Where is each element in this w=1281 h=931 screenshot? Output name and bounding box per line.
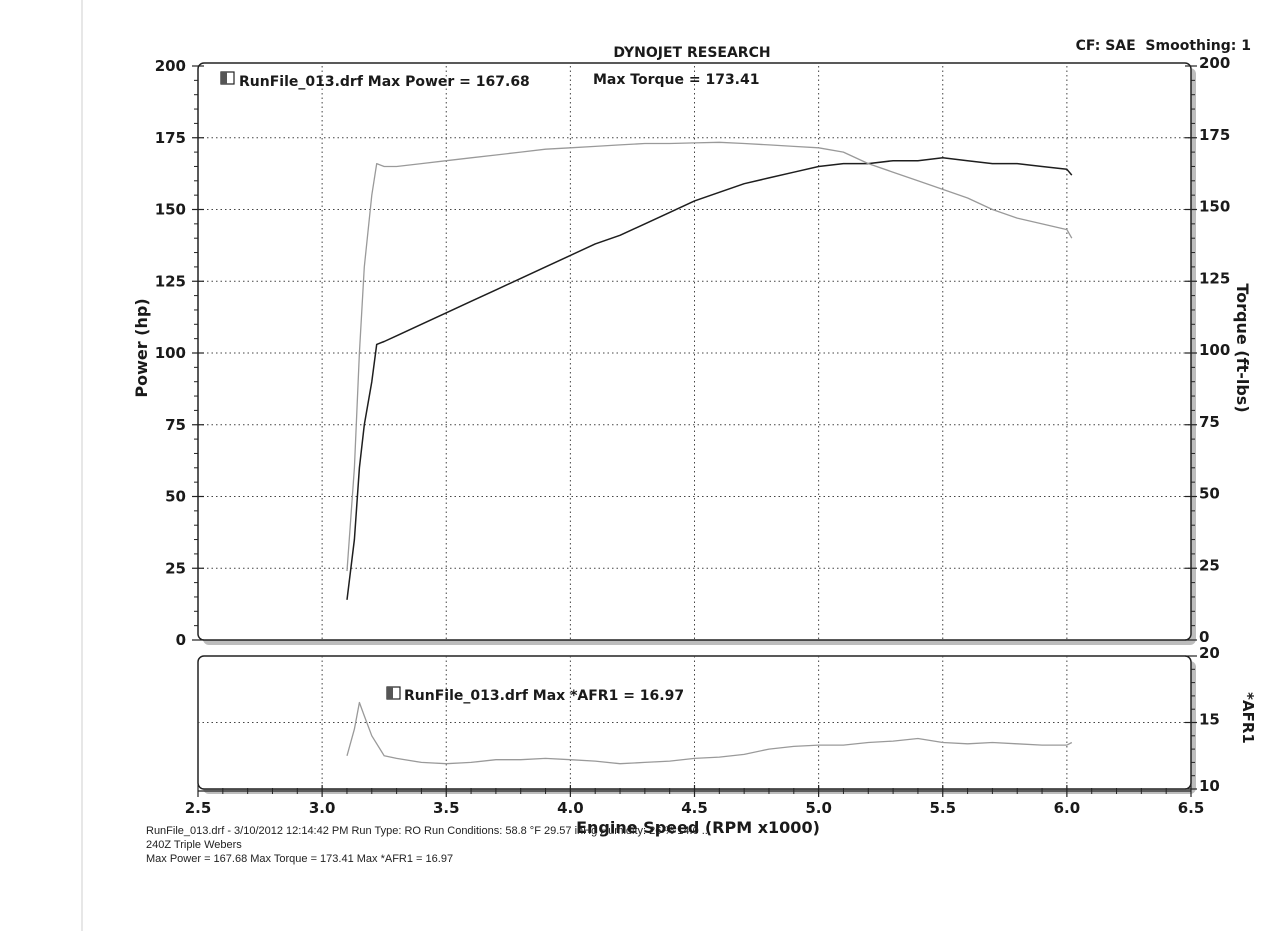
afr-plot: 10 15 20 RunFile_013.drf Max *AFR1 = 16.97…: [197, 644, 1257, 795]
run-info-line2: 240Z Triple Webers: [146, 839, 242, 851]
x-tick-label: 2.5: [185, 799, 212, 817]
y-tick-label-left: 175: [155, 129, 186, 147]
run-info-line3: Max Power = 167.68 Max Torque = 173.41 M…: [146, 853, 454, 865]
afr-axis-label: *AFR1: [1239, 692, 1257, 744]
main-right-ticks: 0 25 50 75 100 125 150 175 200: [1185, 54, 1230, 646]
y-tick-label-right: 50: [1199, 485, 1220, 503]
y-tick-label-left: 50: [165, 488, 186, 506]
afr-right-ticks: 10 15 20: [1185, 644, 1220, 795]
legend-swatch-dark-icon: [221, 72, 227, 84]
main-series: [346, 141, 1073, 600]
y-tick-label-left: 0: [176, 631, 186, 649]
x-axis: 2.5 3.0 3.5 4.0 4.5 5.0 5.5 6.0 6.5 Engine Speed…: [185, 785, 1205, 837]
chart-title: DYNOJET RESEARCH: [613, 45, 770, 61]
y-tick-label-right: 75: [1199, 413, 1220, 431]
y-tick-label-left: 200: [155, 57, 186, 75]
main-left-ticks: 0 25 50 75 100 125 150 175 200: [155, 57, 204, 649]
main-plot-frame: [197, 62, 1192, 641]
afr-tick-label: 10: [1199, 777, 1220, 795]
y-tick-label-left: 25: [165, 559, 186, 577]
legend-main-torque: Max Torque = 173.41: [593, 72, 759, 88]
x-tick-label: 3.0: [309, 799, 336, 817]
legend-main-power: RunFile_013.drf Max Power = 167.68: [239, 74, 530, 90]
y-tick-label-left: 100: [155, 344, 186, 362]
power-series-line: [346, 157, 1073, 600]
y-tick-label-right: 125: [1199, 269, 1230, 287]
afr-tick-label: 20: [1199, 644, 1220, 662]
afr-series: [346, 701, 1073, 765]
y-tick-label-right: 0: [1199, 628, 1209, 646]
x-axis-label: Engine Speed (RPM x1000): [576, 818, 820, 837]
x-axis-ticks: 2.5 3.0 3.5 4.0 4.5 5.0 5.5 6.0 6.5: [185, 785, 1205, 817]
y-axis-label-right: Torque (ft-lbs): [1233, 283, 1252, 412]
afr-tick-label: 15: [1199, 711, 1220, 729]
y-axis-label-left: Power (hp): [132, 298, 151, 397]
y-tick-label-left: 75: [165, 416, 186, 434]
main-legend: RunFile_013.drf Max Power = 167.68 Max T…: [220, 71, 759, 90]
y-tick-label-left: 150: [155, 201, 186, 219]
x-tick-label: 3.5: [433, 799, 460, 817]
run-info-footer: RunFile_013.drf - 3/10/2012 12:14:42 PM …: [146, 824, 711, 866]
y-tick-label-right: 150: [1199, 198, 1230, 216]
run-info-line1: RunFile_013.drf - 3/10/2012 12:14:42 PM …: [146, 825, 711, 837]
corner-info: CF: SAE Smoothing: 1: [1076, 38, 1251, 54]
x-tick-label: 6.0: [1054, 799, 1081, 817]
main-plot: 0 25 50 75 100 125 150 175 200 0 25 50 75 100 125 150 1…: [132, 54, 1252, 649]
x-tick-label: 5.0: [805, 799, 832, 817]
afr-legend: RunFile_013.drf Max *AFR1 = 16.97: [386, 686, 684, 704]
torque-series-line: [346, 141, 1073, 572]
legend-afr: RunFile_013.drf Max *AFR1 = 16.97: [404, 688, 684, 704]
x-tick-label: 5.5: [929, 799, 956, 817]
afr-legend-swatch-dark-icon: [387, 687, 393, 699]
x-tick-label: 4.0: [557, 799, 584, 817]
main-grid: [198, 66, 1191, 640]
y-tick-label-right: 25: [1199, 556, 1220, 574]
y-tick-label-left: 125: [155, 272, 186, 290]
afr-grid: [198, 656, 1191, 789]
afr-series-line: [346, 701, 1073, 765]
y-tick-label-right: 175: [1199, 126, 1230, 144]
y-tick-label-right: 100: [1199, 341, 1230, 359]
x-tick-label: 6.5: [1178, 799, 1205, 817]
x-tick-label: 4.5: [681, 799, 708, 817]
y-tick-label-right: 200: [1199, 54, 1230, 72]
